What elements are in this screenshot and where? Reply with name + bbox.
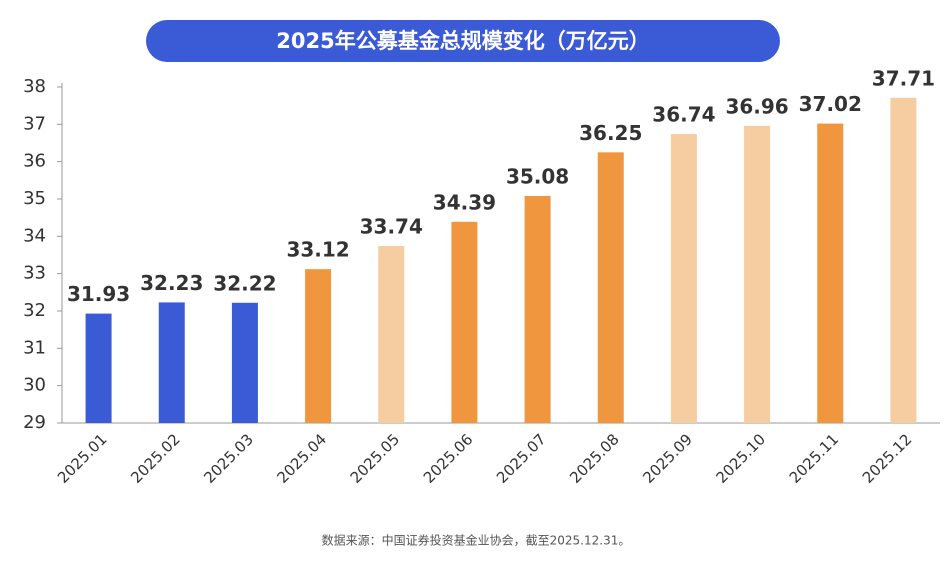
source-note: 数据来源：中国证券投资基金业协会，截至2025.12.31。 [322,533,631,548]
bar [890,97,917,424]
value-label: 36.74 [652,103,715,127]
bar [670,134,697,424]
x-tick-label: 2025.05 [347,430,404,487]
y-tick-label: 32 [23,300,46,321]
bar [817,123,844,423]
bar [158,302,185,423]
title-pill [146,20,780,62]
bar [597,152,624,424]
bar [85,313,112,423]
y-tick-label: 36 [23,151,46,172]
bar [744,125,771,424]
y-tick-label: 34 [23,225,46,246]
x-tick-label: 2025.12 [859,430,916,487]
value-label: 37.02 [799,92,862,116]
value-label: 36.25 [579,121,642,145]
bar [451,221,478,423]
x-tick-label: 2025.04 [274,430,331,487]
value-label: 35.08 [506,165,569,189]
bar [305,269,332,423]
y-tick-label: 38 [23,76,46,97]
value-label: 33.74 [360,215,423,239]
value-label: 32.23 [140,271,203,295]
value-label: 32.22 [213,271,276,295]
x-tick-label: 2025.02 [127,430,184,487]
value-label: 34.39 [433,190,496,214]
x-tick-label: 2025.06 [420,430,477,487]
x-tick-label: 2025.08 [566,430,623,487]
x-tick-label: 2025.03 [200,430,257,487]
bar [378,246,405,423]
x-tick-label: 2025.11 [786,430,843,487]
value-label: 33.12 [286,238,349,262]
y-tick-label: 30 [23,375,46,396]
y-tick-label: 35 [23,188,46,209]
chart-title: 2025年公募基金总规模变化（万亿元） [276,29,649,53]
x-tick-label: 2025.09 [639,430,696,487]
bar [231,302,258,423]
bar [524,196,551,423]
value-label: 36.96 [725,94,788,118]
y-tick-label: 37 [23,113,46,134]
x-tick-label: 2025.07 [493,430,550,487]
x-tick-label: 2025.10 [713,430,770,487]
x-tick-label: 2025.01 [54,430,111,487]
y-tick-label: 29 [23,412,46,433]
value-label: 37.71 [872,66,935,90]
value-label: 31.93 [67,282,130,306]
y-tick-label: 31 [23,337,46,358]
y-tick-label: 33 [23,263,46,284]
